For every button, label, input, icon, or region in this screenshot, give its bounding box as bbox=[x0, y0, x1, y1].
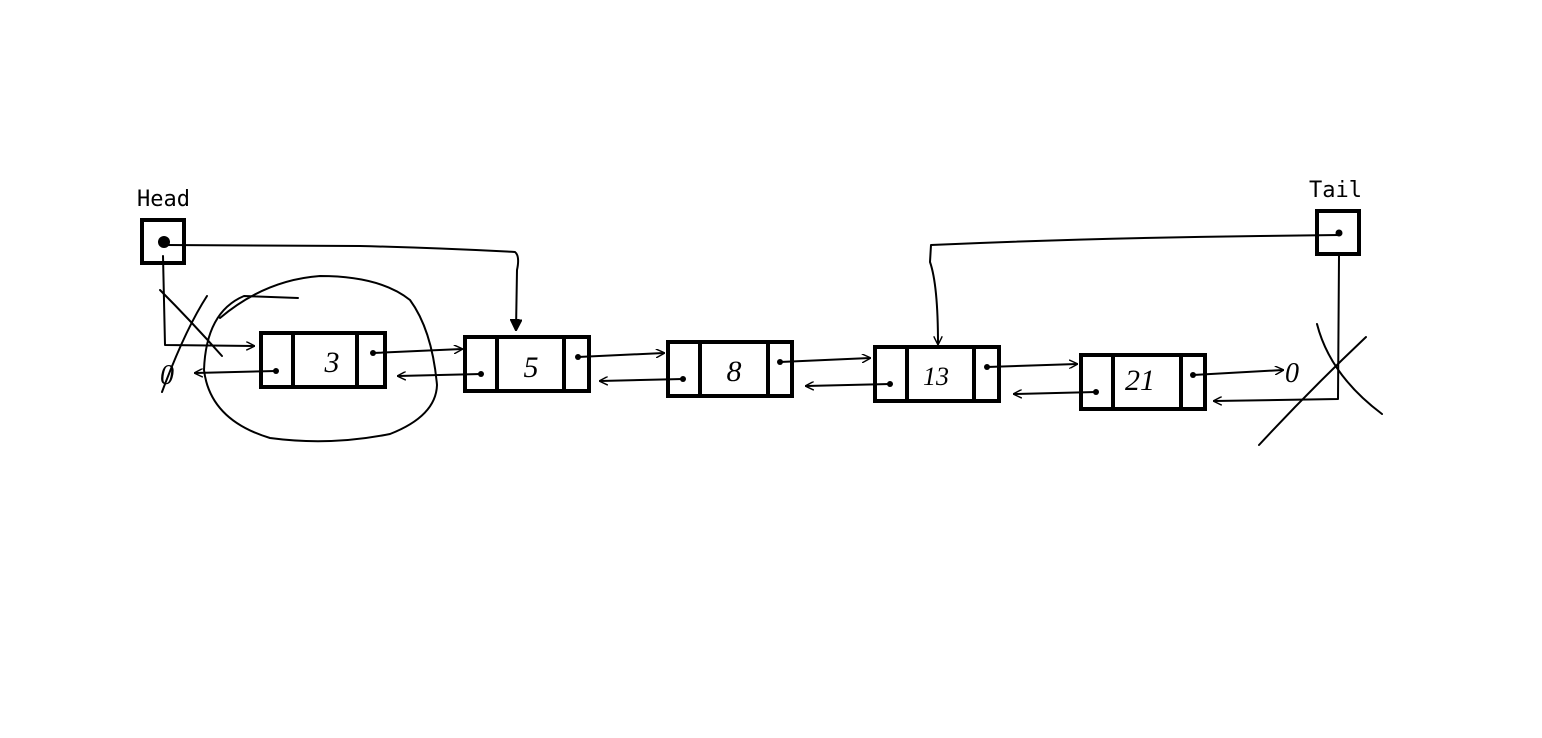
node-21-next-to-null-arrow bbox=[1192, 370, 1283, 376]
head-label: Head bbox=[137, 187, 190, 212]
node-value: 13 bbox=[923, 362, 949, 391]
removed-node-circle bbox=[203, 275, 438, 443]
right-cross-stroke-b bbox=[1316, 323, 1383, 415]
node-value: 3 bbox=[324, 346, 340, 379]
left-cross-stroke-a bbox=[159, 289, 223, 357]
right-cross-stroke-a bbox=[1258, 336, 1367, 446]
node-box bbox=[463, 335, 591, 393]
head-to-node-5-arrow bbox=[165, 244, 518, 330]
node-value: 5 bbox=[524, 351, 539, 384]
head-pointer: Head bbox=[137, 187, 518, 346]
old-head-to-node-3-arrow bbox=[162, 255, 255, 346]
left-cross-stroke-b bbox=[161, 295, 208, 393]
head-pointer-dot bbox=[158, 236, 170, 248]
node-value: 21 bbox=[1125, 364, 1155, 397]
node-21-prev-arrow bbox=[1014, 392, 1097, 394]
tail-box bbox=[1315, 209, 1361, 256]
tail-to-node-13-arrow bbox=[929, 234, 1340, 345]
node-links bbox=[195, 349, 1283, 394]
node-box bbox=[873, 345, 1001, 403]
old-tail-to-node-21-arrow bbox=[1213, 255, 1340, 401]
list-node: 13 bbox=[873, 345, 1001, 403]
list-node: 8 bbox=[666, 340, 794, 398]
list-node: 3 bbox=[259, 331, 387, 389]
tail-pointer: Tail bbox=[929, 178, 1362, 401]
right-null-symbol: 0 bbox=[1285, 358, 1299, 389]
node-box bbox=[666, 340, 794, 398]
node-3-prev-to-null-arrow bbox=[195, 371, 277, 373]
node-value: 8 bbox=[727, 355, 742, 388]
node-box bbox=[1079, 353, 1207, 411]
list-node: 5 bbox=[463, 335, 591, 393]
node-8-next-arrow bbox=[779, 358, 870, 363]
right-null-terminator: 0 bbox=[1258, 323, 1383, 446]
node-5-next-arrow bbox=[577, 353, 664, 358]
tail-label: Tail bbox=[1309, 178, 1362, 203]
left-null-terminator: 0 bbox=[159, 289, 223, 393]
node-8-prev-arrow bbox=[600, 379, 684, 381]
node-3-next-arrow bbox=[372, 349, 462, 354]
node-13-next-arrow bbox=[986, 364, 1077, 367]
list-node: 21 bbox=[1079, 353, 1207, 411]
node-5-prev-arrow bbox=[398, 374, 482, 376]
node-box bbox=[259, 331, 387, 389]
node-13-prev-arrow bbox=[806, 384, 891, 386]
